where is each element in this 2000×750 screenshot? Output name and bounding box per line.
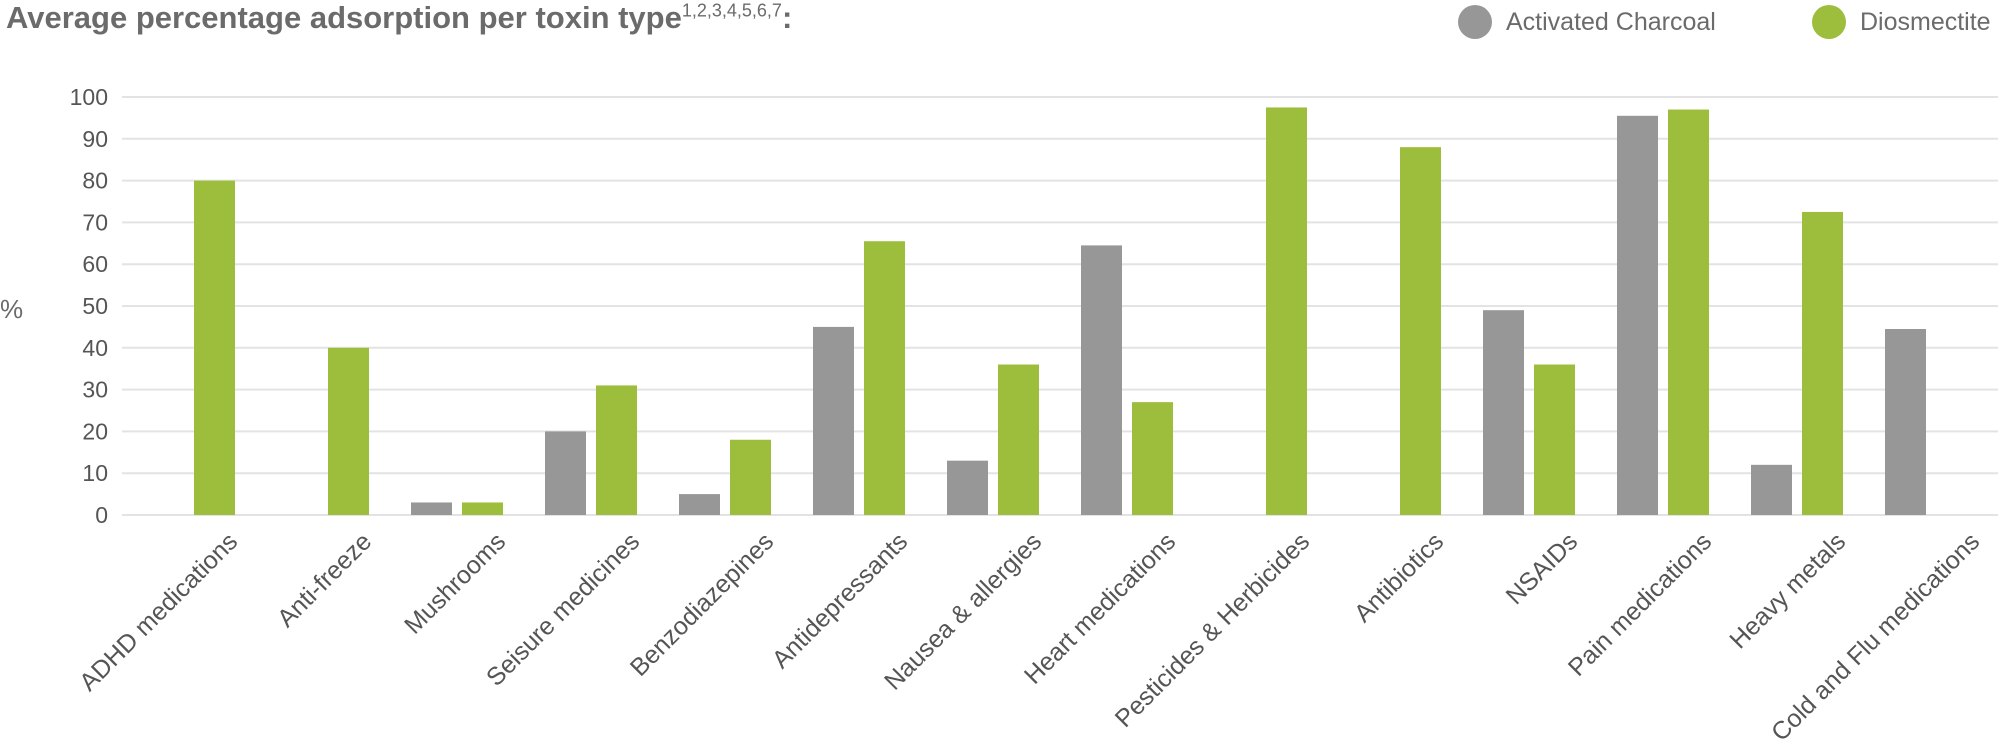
y-tick-label: 70	[82, 209, 108, 235]
x-tick-label: Antidepressants	[767, 527, 914, 674]
y-tick-label: 20	[82, 418, 108, 444]
bar-activated-charcoal	[1751, 464, 1792, 515]
y-tick-label: 80	[82, 168, 108, 194]
y-tick-label: 40	[82, 335, 108, 361]
y-tick-label: 100	[70, 84, 108, 110]
chart-title-suffix: :	[781, 0, 793, 35]
y-axis-ticks: 0 10 20 30 40 50 60 70 80 90 100	[70, 84, 108, 528]
x-tick-label: Mushrooms	[399, 527, 511, 639]
y-tick-label: 50	[82, 293, 108, 319]
legend-item-activated-charcoal: Activated Charcoal	[1458, 2, 1716, 42]
x-tick-label: Heavy metals	[1724, 527, 1851, 654]
x-tick-label: ADHD medications	[74, 527, 243, 696]
chart-title: Average percentage adsorption per toxin …	[6, 0, 792, 36]
chart-title-text: Average percentage adsorption per toxin …	[6, 0, 682, 35]
bar-diosmectite	[730, 439, 771, 515]
legend-item-diosmectite: Diosmectite	[1812, 2, 1991, 42]
y-tick-label: 60	[82, 251, 108, 277]
bars	[194, 107, 1926, 515]
bar-diosmectite	[1266, 107, 1307, 515]
legend-swatch-activated-charcoal	[1458, 5, 1492, 39]
x-tick-label: Pain medications	[1563, 527, 1717, 681]
bar-diosmectite	[998, 364, 1039, 515]
x-axis-ticks: ADHD medications Anti-freeze MushroomsSeis…	[74, 527, 1985, 746]
bar-diosmectite	[1400, 147, 1441, 515]
bar-diosmectite	[1802, 211, 1843, 515]
x-tick-label: Anti-freeze	[272, 527, 377, 632]
bar-activated-charcoal	[813, 326, 854, 515]
y-tick-label: 0	[95, 502, 108, 528]
bar-activated-charcoal	[1617, 115, 1658, 515]
bar-activated-charcoal	[1885, 328, 1926, 515]
bar-activated-charcoal	[947, 460, 988, 515]
bar-diosmectite	[864, 241, 905, 515]
bar-diosmectite	[1534, 364, 1575, 515]
bar-activated-charcoal	[679, 494, 720, 515]
y-tick-label: 30	[82, 377, 108, 403]
x-tick-label: Antibiotics	[1349, 527, 1449, 627]
y-tick-label: 10	[82, 460, 108, 486]
legend-label-diosmectite: Diosmectite	[1860, 7, 1991, 36]
bar-diosmectite	[596, 385, 637, 515]
chart-title-superscript: 1,2,3,4,5,6,7	[681, 0, 782, 21]
bar-activated-charcoal	[1483, 310, 1524, 515]
bar-diosmectite	[1132, 402, 1173, 515]
y-axis-unit-label: %	[0, 294, 24, 324]
bar-activated-charcoal	[411, 502, 452, 515]
bar-activated-charcoal	[545, 431, 586, 515]
x-tick-label: Benzodiazepines	[625, 527, 779, 681]
bar-diosmectite	[194, 180, 235, 515]
x-tick-label: NSAIDs	[1501, 527, 1584, 610]
gridlines	[122, 96, 1998, 516]
legend-label-activated-charcoal: Activated Charcoal	[1506, 7, 1716, 36]
y-tick-label: 90	[82, 126, 108, 152]
legend-swatch-diosmectite	[1812, 5, 1846, 39]
bar-diosmectite	[462, 502, 503, 515]
bar-activated-charcoal	[1081, 245, 1122, 515]
bar-diosmectite	[1668, 109, 1709, 515]
bar-diosmectite	[328, 347, 369, 515]
